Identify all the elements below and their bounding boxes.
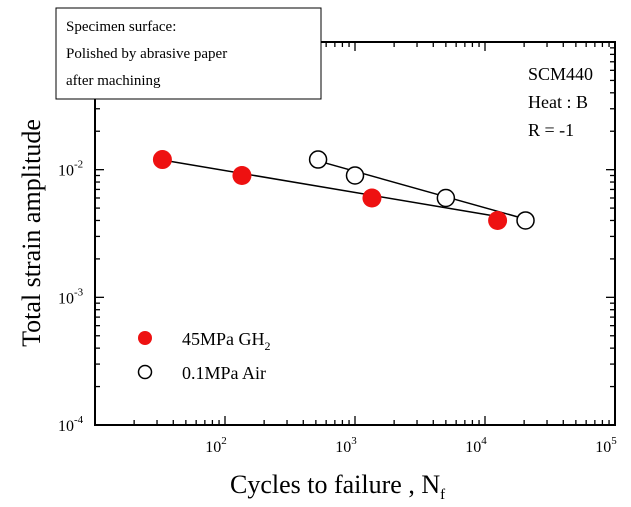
data-point-series-1: [516, 211, 535, 230]
info-line-material: SCM440: [528, 64, 593, 84]
legend-label-gh2: 45MPa GH2: [182, 329, 271, 353]
info-line-heat: Heat : B: [528, 92, 588, 112]
y-tick-label: 10-2: [58, 159, 83, 180]
data-point-series-0: [488, 210, 508, 230]
fit-line-0: [162, 159, 498, 218]
legend-marker-air: [137, 364, 153, 380]
x-axis-title: Cycles to failure , Nf: [230, 470, 445, 503]
fit-lines: [162, 159, 526, 220]
data-point-series-0: [232, 166, 252, 186]
data-point-series-1: [436, 188, 456, 208]
data-points: [152, 150, 535, 230]
y-tick-label: 10-4: [58, 414, 84, 435]
y-tick-label: 10-3: [58, 286, 84, 307]
x-tick-label: 102: [205, 435, 227, 456]
data-point-series-0: [152, 150, 172, 170]
annotation-line-1: Specimen surface:: [66, 19, 176, 35]
annotation-box: Specimen surface: Polished by abrasive p…: [55, 7, 322, 100]
legend: 45MPa GH2 0.1MPa Air: [137, 329, 271, 383]
x-tick-label: 104: [465, 435, 487, 456]
annotation-line-2: Polished by abrasive paper: [66, 46, 227, 62]
legend-label-air: 0.1MPa Air: [182, 363, 266, 383]
material-info: SCM440 Heat : B R = -1: [528, 64, 593, 140]
data-point-series-1: [308, 150, 328, 169]
annotation-line-3: after machining: [66, 73, 161, 89]
data-point-series-1: [345, 166, 365, 185]
data-point-series-0: [362, 188, 382, 208]
x-tick-label: 103: [335, 435, 357, 456]
legend-marker-gh2: [138, 331, 152, 345]
y-axis-title: Total strain amplitude: [17, 119, 46, 347]
x-tick-label: 105: [595, 435, 617, 456]
info-line-ratio: R = -1: [528, 120, 574, 140]
annotation-box-frame: [55, 7, 322, 100]
